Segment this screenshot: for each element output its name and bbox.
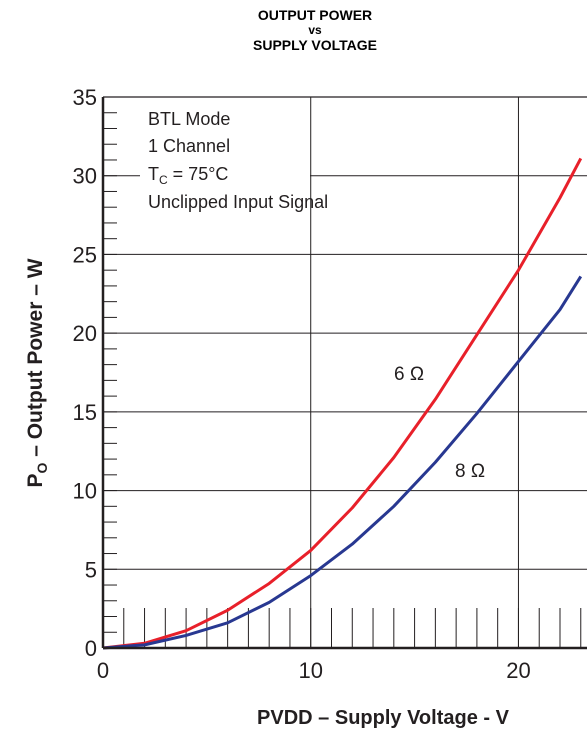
y-tick-label: 15 [73,400,97,425]
series-line-1 [102,275,583,650]
y-tick-label: 0 [85,636,97,661]
y-axis-label-main: P [24,474,47,488]
y-tick-label: 10 [73,479,97,504]
label-bg-6ohm [390,358,442,386]
minor-ticks [103,112,582,648]
annotation-mode: BTL Mode [148,109,230,129]
series-line-0 [102,157,583,650]
x-tick-label: 20 [506,658,530,683]
annotation-temp-sub: C [159,173,168,187]
y-tick-label: 30 [73,164,97,189]
label-bg-8ohm [445,456,505,484]
series-label-6-ohm: 6 Ω [394,364,424,385]
series-label-8-ohm: 8 Ω [455,461,485,482]
annotation-temp-rest: = 75°C [168,164,229,184]
y-tick-label: 5 [85,557,97,582]
annotation-temp-main: T [148,164,159,184]
x-axis-label: PVDD – Supply Voltage - V [257,707,510,729]
y-tick-label: 25 [73,242,97,267]
annotation-temperature: TC = 75°C [148,164,228,187]
x-tick-label: 0 [97,658,109,683]
chart-title-line-1: OUTPUT POWER [257,7,373,23]
y-tick-labels: 0 5 10 15 20 25 30 35 [73,85,97,661]
chart-title-line-3: SUPPLY VOLTAGE [253,37,377,53]
y-axis-label-sub: O [34,463,50,474]
y-tick-label: 20 [73,321,97,346]
series-lines [102,157,583,650]
x-tick-labels: 0 10 20 [97,658,531,683]
chart-title-line-2: vs [308,23,322,37]
annotation-input-signal: Unclipped Input Signal [148,192,328,212]
y-tick-label: 35 [73,85,97,110]
annotation-channel: 1 Channel [148,136,230,156]
annotation-background [140,100,310,225]
y-axis-label-rest: – Output Power – W [24,258,47,462]
y-axis-label: PO – Output Power – W [24,258,50,487]
x-tick-label: 10 [298,658,322,683]
